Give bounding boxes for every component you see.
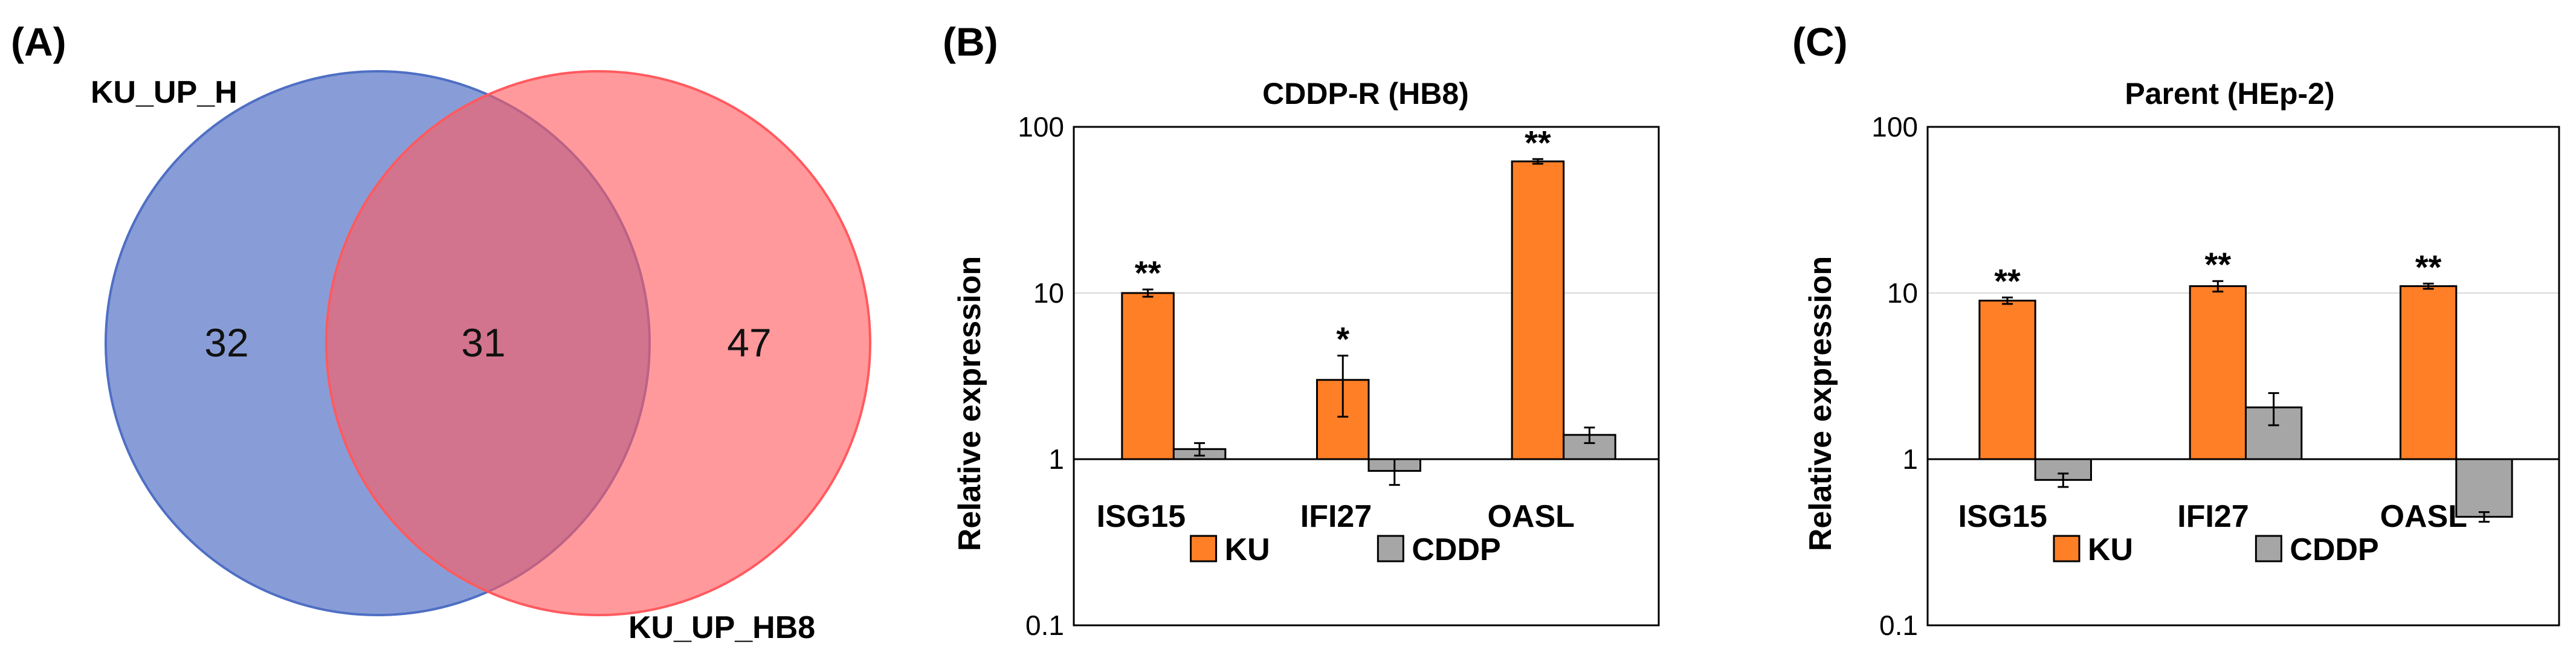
- category-label: OASL: [2380, 499, 2467, 534]
- error-bar: [2058, 472, 2069, 488]
- significance-mark: **: [1135, 254, 1161, 292]
- error-bar: [1194, 442, 1206, 457]
- chart-panel-b: (B) CDDP-R (HB8) Relative expression 0.1…: [943, 19, 1660, 641]
- venn-overlap-count: 31: [461, 320, 505, 365]
- legend: KU CDDP: [1190, 532, 1501, 567]
- category-label: IFI27: [1300, 499, 1372, 534]
- chart-panel-c: (C) Parent (HEp-2) Relative expression 0…: [1792, 19, 2560, 641]
- bar-ku: [1121, 292, 1175, 460]
- legend-swatch-ku: [1190, 535, 1218, 562]
- venn-circle-right: [325, 70, 871, 616]
- significance-mark: **: [2415, 248, 2442, 286]
- category-label: OASL: [1487, 499, 1574, 534]
- legend-swatch-ku: [2053, 535, 2080, 562]
- error-bar: [2212, 280, 2224, 293]
- legend-label-cddp: CDDP: [1412, 532, 1500, 567]
- y-tick-label: 0.1: [1025, 610, 1064, 641]
- chart-c-ylabel: Relative expression: [1803, 256, 1838, 551]
- panel-c-label: (C): [1792, 19, 1848, 64]
- error-bar: [2423, 282, 2434, 290]
- error-bar: [1142, 288, 1154, 298]
- category-label: IFI27: [2177, 499, 2249, 534]
- plot-frame: [1073, 126, 1660, 627]
- significance-mark: **: [2205, 245, 2232, 283]
- y-tick-label: 10: [1033, 277, 1064, 309]
- error-bar: [2002, 296, 2013, 305]
- legend: KU CDDP: [2053, 532, 2379, 567]
- y-tick-label: 100: [1018, 111, 1064, 143]
- category-label: ISG15: [1958, 499, 2047, 534]
- significance-mark: **: [1525, 123, 1551, 161]
- venn-left-only-count: 32: [204, 320, 248, 365]
- chart-c-plot: 0.1 1 10 100 ** ISG15 ** IFI27 ** OASL KU CDDP: [1871, 111, 2560, 641]
- venn-set-left-label: KU_UP_H: [91, 75, 237, 110]
- y-tick-label: 0.1: [1879, 610, 1918, 641]
- legend-label-ku: KU: [2088, 532, 2133, 567]
- bar-ku: [2400, 285, 2458, 460]
- y-tick-label: 1: [1048, 443, 1064, 475]
- bar-ku: [1511, 160, 1565, 460]
- category-label: ISG15: [1097, 499, 1186, 534]
- chart-b-plot: 0.1 1 10 100 ** ISG15 * IFI27 ** OASL KU CDDP: [1018, 111, 1660, 641]
- bar-ku: [2189, 285, 2247, 460]
- panel-b-label: (B): [943, 19, 998, 64]
- legend-swatch-cddp: [2255, 535, 2282, 562]
- venn-panel: (A) KU_UP_H KU_UP_HB8 32 31 47: [11, 19, 871, 645]
- y-tick-label: 100: [1871, 111, 1918, 143]
- legend-label-ku: KU: [1225, 532, 1270, 567]
- venn-set-right-label: KU_UP_HB8: [628, 610, 815, 645]
- bar-cddp: [2245, 406, 2303, 460]
- significance-mark: *: [1336, 320, 1349, 358]
- plot-frame: [1926, 126, 2560, 627]
- error-bar: [1532, 158, 1543, 165]
- legend-label-cddp: CDDP: [2290, 532, 2378, 567]
- chart-b-title: CDDP-R (HB8): [1262, 77, 1469, 111]
- error-bar: [1337, 355, 1349, 418]
- legend-swatch-cddp: [1377, 535, 1404, 562]
- chart-c-title: Parent (HEp-2): [2125, 77, 2334, 111]
- significance-mark: **: [1994, 262, 2021, 300]
- venn-right-only-count: 47: [727, 320, 771, 365]
- panel-a-label: (A): [11, 19, 66, 64]
- error-bar: [1584, 427, 1595, 444]
- y-tick-label: 1: [1902, 443, 1918, 475]
- y-tick-label: 10: [1887, 277, 1918, 309]
- bar-ku: [1978, 300, 2036, 460]
- chart-b-ylabel: Relative expression: [952, 256, 987, 551]
- error-bar: [2268, 392, 2279, 427]
- error-bar: [2478, 511, 2490, 523]
